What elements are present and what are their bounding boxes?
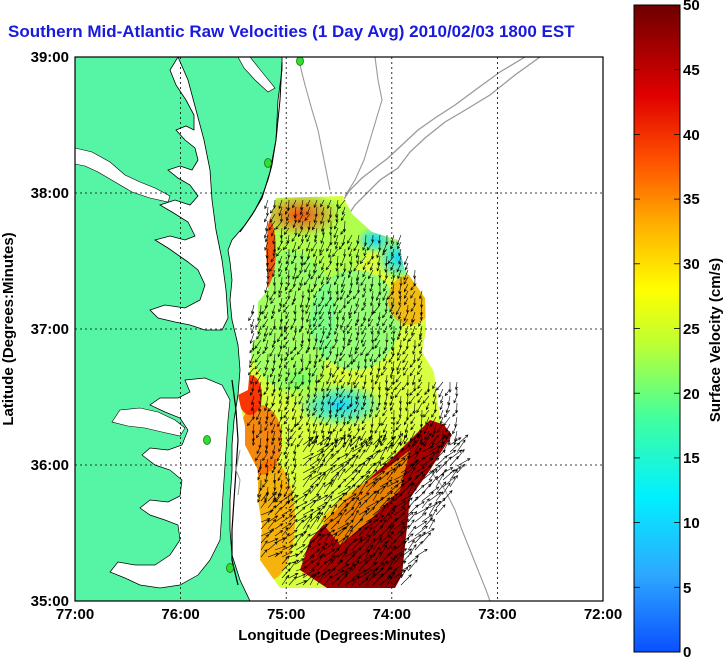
chesapeake-bay — [149, 57, 229, 331]
x-tick-label: 77:00 — [56, 606, 94, 623]
bathymetry-contour-6 — [235, 449, 241, 496]
colorbar-tick-label: 5 — [683, 580, 691, 597]
bathymetry-contour-4 — [297, 57, 331, 191]
bathymetry-contour-1 — [337, 57, 541, 241]
colorbar-label: Surface Velocity (cm/s) — [707, 258, 724, 422]
station-marker — [226, 563, 234, 573]
x-tick-label: 72:00 — [584, 606, 622, 623]
x-tick-label: 75:00 — [267, 606, 305, 623]
potomac-river — [75, 147, 171, 203]
colorbar-gradient — [633, 4, 681, 653]
station-marker — [264, 158, 272, 168]
colorbar-tick-label: 15 — [683, 450, 700, 467]
bathymetry-contour-3 — [344, 57, 383, 197]
velocity-arrows — [246, 199, 471, 586]
delmarva-coast — [239, 61, 283, 233]
colorbar-tick-label: 20 — [683, 386, 700, 403]
velocity-arrow-set — [246, 199, 471, 586]
y-tick-label: 38:00 — [31, 185, 69, 202]
map-layers — [75, 57, 603, 601]
colorbar-tick-label: 35 — [683, 191, 700, 208]
colorbar-ticks — [634, 4, 680, 653]
colorbar-tick-label: 40 — [683, 127, 700, 144]
outer-banks — [231, 379, 239, 586]
station-marker — [203, 435, 211, 445]
y-tick-label: 39:00 — [31, 49, 69, 66]
delaware-bay — [237, 57, 276, 93]
bathymetry-contour-5 — [429, 469, 491, 601]
y-tick-label: 37:00 — [31, 321, 69, 338]
x-axis: 77:00 76:00 75:00 74:00 73:00 72:00 Long… — [56, 606, 622, 644]
colorbar: 50 45 40 35 30 25 20 15 10 5 0 Surface V… — [633, 0, 724, 659]
colorbar-tick-label: 0 — [683, 644, 691, 659]
map-title: Southern Mid-Atlantic Raw Velocities (1 … — [8, 22, 575, 41]
plot-frame — [74, 56, 604, 602]
x-tick-label: 73:00 — [478, 606, 516, 623]
x-tick-label: 76:00 — [161, 606, 199, 623]
station-markers — [203, 57, 304, 573]
colorbar-tick-label: 50 — [683, 0, 700, 14]
grid-lines — [75, 57, 603, 601]
bathymetry-contour-2 — [339, 57, 526, 206]
station-marker — [296, 57, 304, 66]
y-tick-label: 36:00 — [31, 457, 69, 474]
albemarle-sound — [111, 407, 186, 437]
x-axis-label: Longitude (Degrees:Minutes) — [238, 627, 446, 644]
y-axis: 39:00 38:00 37:00 36:00 35:00 Latitude (… — [0, 49, 69, 610]
colorbar-tick-label: 45 — [683, 62, 700, 79]
y-tick-label: 35:00 — [31, 593, 69, 610]
colorbar-tick-label: 25 — [683, 321, 700, 338]
pamlico-sound — [109, 377, 231, 589]
x-tick-label: 74:00 — [373, 606, 411, 623]
colorbar-tick-label: 10 — [683, 515, 700, 532]
y-axis-label: Latitude (Degrees:Minutes) — [0, 232, 17, 425]
colorbar-tick-label: 30 — [683, 256, 700, 273]
